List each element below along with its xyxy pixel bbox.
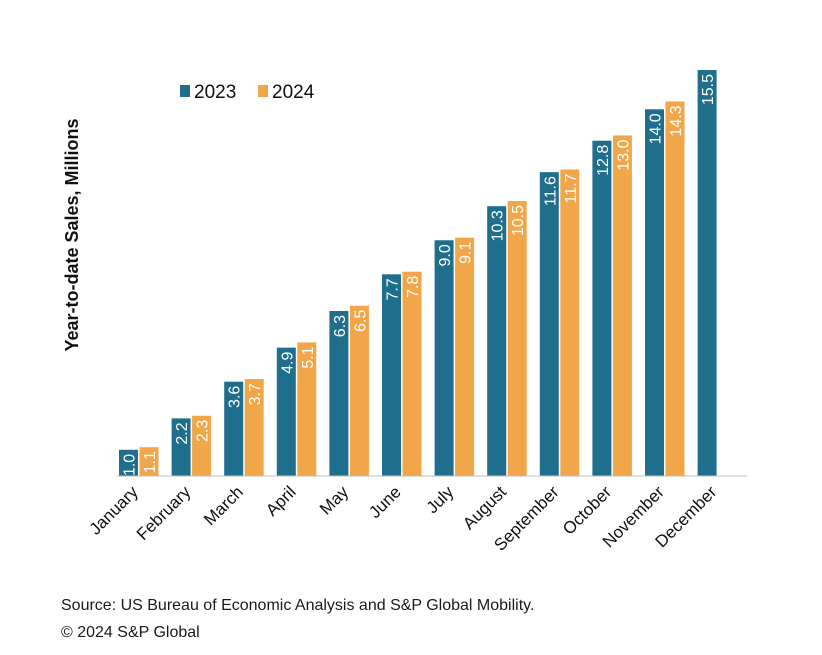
bar-2024-july xyxy=(455,237,475,476)
data-label-2023-november: 14.0 xyxy=(648,113,665,144)
data-label-2024-april: 5.1 xyxy=(300,346,317,368)
bar-2023-january xyxy=(119,449,138,476)
bar-2023-february xyxy=(171,418,191,476)
legend: 2023 2024 xyxy=(180,82,315,103)
x-tick-february: February xyxy=(133,482,195,544)
x-tick-april: April xyxy=(262,482,299,519)
data-label-2024-june: 7.8 xyxy=(405,276,422,298)
bar-2023-september xyxy=(539,172,559,476)
bar-2024-october xyxy=(612,135,632,476)
bar-2023-october xyxy=(592,140,612,476)
bar-2023-april xyxy=(276,347,296,476)
bar-2024-november xyxy=(665,101,685,477)
bar-2024-april xyxy=(297,342,317,476)
data-label-2023-august: 10.3 xyxy=(490,210,507,241)
legend-swatch-2024 xyxy=(258,85,268,97)
bar-2023-march xyxy=(224,381,244,476)
data-label-2024-may: 6.5 xyxy=(352,310,369,332)
data-label-2024-august: 10.5 xyxy=(510,205,527,236)
data-label-2024-july: 9.1 xyxy=(458,242,475,264)
data-label-2024-november: 14.3 xyxy=(668,105,685,136)
data-label-2023-june: 7.7 xyxy=(385,278,402,300)
bar-2023-july xyxy=(434,240,454,476)
bar-2024-september xyxy=(560,169,580,477)
bar-2024-june xyxy=(402,271,422,476)
data-label-2023-july: 9.0 xyxy=(437,244,454,266)
bar-2023-june xyxy=(382,274,401,476)
data-label-2023-january: 1.0 xyxy=(122,454,139,476)
copyright-note: © 2024 S&P Global xyxy=(61,624,200,641)
bar-2024-february xyxy=(192,415,212,476)
x-tick-june: June xyxy=(365,482,405,522)
data-label-2024-october: 13.0 xyxy=(615,139,632,170)
bar-2023-august xyxy=(487,206,507,476)
data-label-2023-february: 2.2 xyxy=(174,422,191,444)
bar-2024-january xyxy=(139,447,159,476)
chart: Year-to-date Sales, Millions 2023 2024 1.… xyxy=(62,70,747,555)
x-tick-may: May xyxy=(316,482,352,518)
bar-2023-november xyxy=(645,109,664,477)
data-label-2024-september: 11.7 xyxy=(563,173,580,203)
bar-2024-march xyxy=(244,379,264,476)
bar-2023-may xyxy=(329,310,349,476)
x-tick-august: August xyxy=(459,482,510,533)
data-label-2024-february: 2.3 xyxy=(195,420,212,442)
x-tick-march: March xyxy=(200,482,247,529)
bar-2023-december xyxy=(697,70,717,476)
data-label-2023-september: 11.6 xyxy=(542,176,559,206)
legend-label-2024: 2024 xyxy=(272,82,315,103)
bar-2024-august xyxy=(507,200,527,476)
data-label-2023-march: 3.6 xyxy=(227,386,244,408)
data-label-2023-may: 6.3 xyxy=(332,315,349,337)
bar-2024-may xyxy=(349,305,369,476)
data-label-2023-december: 15.5 xyxy=(700,74,717,105)
y-axis-label: Year-to-date Sales, Millions xyxy=(62,118,82,351)
data-label-2024-march: 3.7 xyxy=(247,383,264,405)
legend-label-2023: 2023 xyxy=(194,82,236,103)
data-label-2023-october: 12.8 xyxy=(595,145,612,176)
data-label-2024-january: 1.1 xyxy=(142,451,159,473)
legend-swatch-2023 xyxy=(180,85,190,97)
x-tick-july: July xyxy=(423,482,458,517)
source-note: Source: US Bureau of Economic Analysis a… xyxy=(61,597,535,614)
data-label-2023-april: 4.9 xyxy=(279,352,296,374)
bars: 1.0 1.1 2.2 2.3 3.6 3.7 4.9 5.1 6.3 6.5 7.7 7.8 9.0 9… xyxy=(119,70,717,476)
